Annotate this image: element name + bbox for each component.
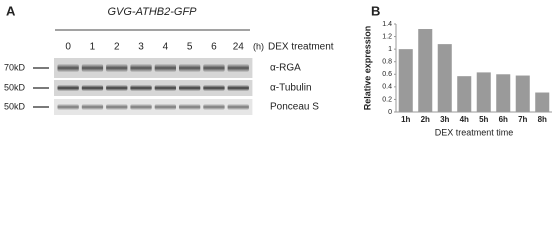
blot-band xyxy=(203,64,225,72)
blot-band xyxy=(81,64,104,72)
row-label: α-RGA xyxy=(270,63,301,74)
lane-label: 24 xyxy=(233,42,245,53)
y-tick-label: 0.8 xyxy=(382,59,392,66)
blot-band xyxy=(106,104,128,110)
blot-band xyxy=(203,104,225,110)
size-marker: 70kD xyxy=(4,62,26,72)
blot-band xyxy=(130,85,152,91)
bar xyxy=(476,72,491,112)
y-tick-label: 0.6 xyxy=(382,71,392,78)
blot-background xyxy=(54,80,253,96)
bar xyxy=(535,92,550,112)
blot-band xyxy=(57,64,79,72)
lane-label: 2 xyxy=(114,42,120,53)
panel-title: GVG-ATHB2-GFP xyxy=(107,6,197,18)
figure: A GVG-ATHB2-GFP B 0 1 2 3 4 5 6 24 (h) DEX treatm… xyxy=(4,3,552,137)
lane-label: 0 xyxy=(65,42,71,53)
blot-band xyxy=(130,104,152,110)
y-tick-label: 0.2 xyxy=(382,96,392,103)
lane-label: 5 xyxy=(187,42,193,53)
y-axis-label: Relative expression xyxy=(362,26,372,111)
blot-band xyxy=(106,64,128,72)
bar xyxy=(496,74,511,112)
bar xyxy=(457,76,472,112)
blot-band xyxy=(130,64,152,72)
blot-band xyxy=(57,85,79,91)
x-tick-label: 2h xyxy=(421,115,430,124)
time-unit: (h) xyxy=(253,41,264,51)
row-label: α-Tubulin xyxy=(270,83,312,94)
y-tick-label: 1.2 xyxy=(382,33,392,40)
y-tick-label: 1.4 xyxy=(382,21,392,28)
blot-band xyxy=(57,104,79,110)
row-label: Ponceau S xyxy=(270,102,319,113)
y-tick-label: 0.4 xyxy=(382,84,392,91)
blot-band xyxy=(179,64,201,72)
blot-band xyxy=(81,104,104,110)
blot-band xyxy=(106,85,128,91)
panel-label: A xyxy=(6,3,16,18)
blot-band xyxy=(179,104,201,110)
x-tick-label: 4h xyxy=(460,115,469,124)
lane-label: 3 xyxy=(138,42,144,53)
lane-label: 4 xyxy=(163,42,169,53)
x-tick-label: 3h xyxy=(440,115,449,124)
y-tick-label: 1 xyxy=(388,46,392,53)
blot-band xyxy=(203,85,225,91)
blot-band xyxy=(227,85,249,91)
blot-background xyxy=(54,58,253,78)
blot-band xyxy=(81,85,104,91)
lane-label: 1 xyxy=(90,42,96,53)
blot-band xyxy=(154,64,176,72)
bar xyxy=(515,75,530,112)
blot-band xyxy=(154,104,176,110)
blot-band xyxy=(179,85,201,91)
bar xyxy=(418,29,433,112)
x-tick-label: 8h xyxy=(538,115,547,124)
bar xyxy=(437,44,452,112)
size-marker: 50kD xyxy=(4,101,26,111)
x-tick-label: 5h xyxy=(479,115,488,124)
treatment-label: DEX treatment xyxy=(268,42,334,53)
x-tick-label: 6h xyxy=(499,115,508,124)
bar xyxy=(398,49,413,112)
x-tick-label: 1h xyxy=(401,115,410,124)
blot-background xyxy=(54,99,253,115)
size-marker: 50kD xyxy=(4,82,26,92)
blot-band xyxy=(227,64,249,72)
y-tick-label: 0 xyxy=(388,109,392,116)
x-tick-label: 7h xyxy=(518,115,527,124)
lane-label: 6 xyxy=(211,42,217,53)
blot-band xyxy=(154,85,176,91)
blot-band xyxy=(227,104,249,110)
panel-label: B xyxy=(371,3,380,18)
x-axis-label: DEX treatment time xyxy=(435,127,514,137)
